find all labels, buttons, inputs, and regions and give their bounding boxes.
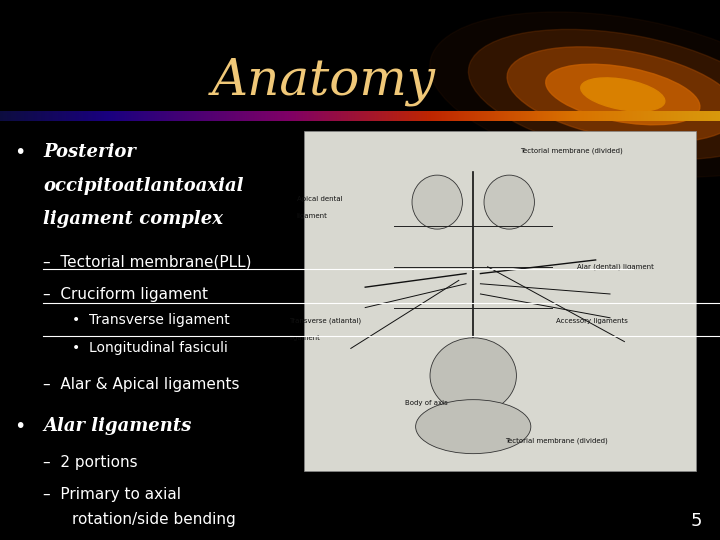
Text: occipitoatlantoaxial: occipitoatlantoaxial xyxy=(43,177,243,194)
Text: –  Tectorial membrane(PLL): – Tectorial membrane(PLL) xyxy=(43,254,252,269)
Ellipse shape xyxy=(484,175,534,229)
Text: Anatomy: Anatomy xyxy=(212,57,436,106)
Text: Tectorial membrane (divided): Tectorial membrane (divided) xyxy=(505,437,608,443)
Text: Tectorial membrane (divided): Tectorial membrane (divided) xyxy=(520,148,623,154)
Text: •  Transverse ligament: • Transverse ligament xyxy=(72,313,230,327)
Text: Accessory ligaments: Accessory ligaments xyxy=(556,318,628,324)
Ellipse shape xyxy=(469,29,720,160)
Text: rotation/side bending: rotation/side bending xyxy=(72,512,235,527)
Text: –  Alar & Apical ligaments: – Alar & Apical ligaments xyxy=(43,377,240,392)
Text: Apical dental: Apical dental xyxy=(297,195,342,202)
Text: •: • xyxy=(14,143,26,162)
Ellipse shape xyxy=(507,47,720,142)
Ellipse shape xyxy=(412,175,462,229)
Text: Posterior: Posterior xyxy=(43,143,136,161)
Ellipse shape xyxy=(430,12,720,177)
Text: Transverse (atlantal): Transverse (atlantal) xyxy=(289,318,361,325)
Ellipse shape xyxy=(415,400,531,454)
Text: ligament: ligament xyxy=(289,335,320,341)
Text: Alar (dental) ligament: Alar (dental) ligament xyxy=(577,264,654,270)
Text: •: • xyxy=(14,417,26,436)
Text: –  Cruciform ligament: – Cruciform ligament xyxy=(43,287,208,302)
Text: •  Longitudinal fasiculi: • Longitudinal fasiculi xyxy=(72,341,228,355)
Text: –  Primary to axial: – Primary to axial xyxy=(43,487,181,502)
Text: ligament complex: ligament complex xyxy=(43,210,223,228)
Text: Alar ligaments: Alar ligaments xyxy=(43,417,192,435)
Text: Body of axis: Body of axis xyxy=(405,400,447,406)
Ellipse shape xyxy=(581,78,665,111)
Bar xyxy=(304,131,696,471)
Text: 5: 5 xyxy=(690,512,702,530)
Text: –  2 portions: – 2 portions xyxy=(43,455,138,470)
Ellipse shape xyxy=(546,64,700,125)
Ellipse shape xyxy=(430,338,516,414)
Text: ligament: ligament xyxy=(297,213,328,219)
